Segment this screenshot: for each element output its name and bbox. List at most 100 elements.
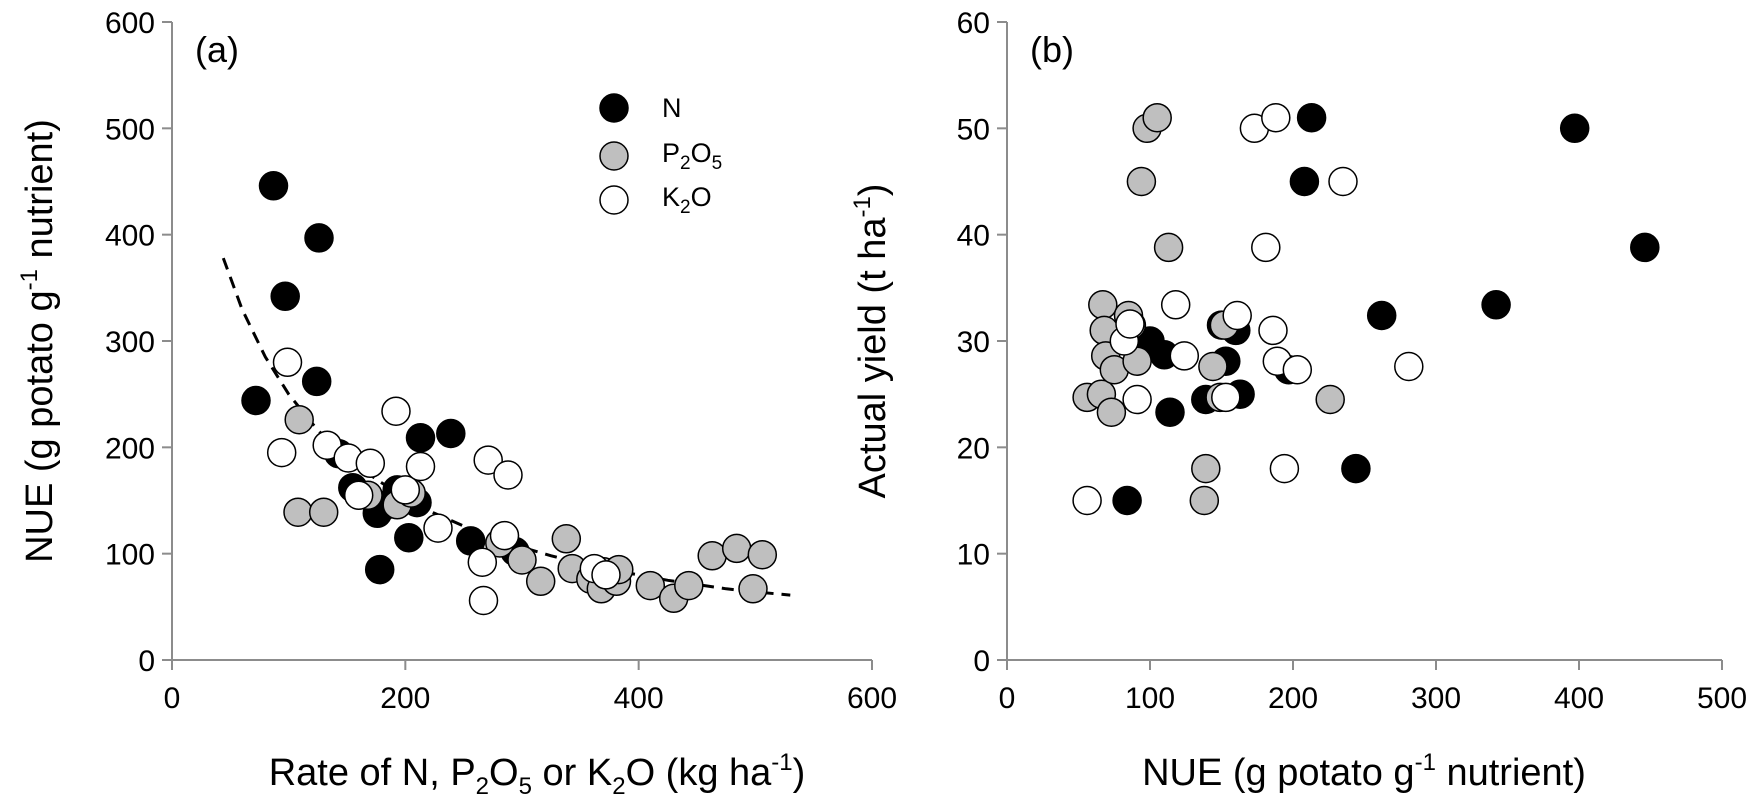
panel-b-point-k2o — [1258, 315, 1288, 346]
panel-a-point-p2o5 — [674, 570, 704, 601]
panel-a-point-n — [258, 171, 289, 201]
panel-a-point-p2o5 — [738, 574, 768, 604]
panel-b-point-n — [1366, 300, 1397, 331]
panel-a-point-n — [241, 385, 271, 416]
panel-b-y-tick-label: 50 — [957, 113, 990, 146]
panel-b-point-p2o5 — [1096, 397, 1127, 427]
panel-a-point-k2o — [272, 347, 303, 378]
panel-b-point-k2o — [1211, 382, 1241, 413]
panel-b-point-p2o5 — [1191, 453, 1221, 484]
panel-b-x-tick-label: 200 — [1268, 682, 1318, 715]
legend-marker-n — [599, 93, 629, 123]
panel-a-point-n — [364, 554, 395, 585]
panel-b-data-points — [1072, 102, 1660, 516]
panel-a-point-n — [394, 522, 424, 553]
panel-b-point-n — [1341, 453, 1371, 484]
panel-a-point-p2o5 — [697, 541, 727, 571]
panel-a-point-k2o — [390, 475, 421, 505]
panel-b-point-k2o — [1269, 453, 1300, 484]
panel-b-y-tick-label: 0 — [973, 645, 990, 678]
panel-a-point-p2o5 — [721, 533, 752, 564]
panel-b-point-p2o5 — [1142, 102, 1172, 133]
panel-a-point-k2o — [468, 585, 499, 616]
panel-a-point-k2o — [591, 560, 621, 590]
panel-a-x-tick-label: 0 — [164, 682, 181, 715]
legend-marker-p2o5 — [599, 141, 629, 171]
panel-a-point-n — [405, 423, 436, 453]
panel-b-point-k2o — [1072, 485, 1102, 516]
panel-a-point-n — [270, 281, 300, 312]
panel-b-y-tick-label: 40 — [957, 220, 990, 253]
panel-a-y-tick-label: 300 — [105, 326, 155, 359]
panel-a-chart: 0 100 200 300 400 500 600 0 200 400 600 (a) NUE (… — [16, 7, 897, 798]
panel-b-point-p2o5 — [1189, 485, 1220, 516]
panel-b-point-n — [1155, 397, 1185, 427]
panel-b-point-k2o — [1160, 290, 1191, 320]
panel-b-x-tick-label: 300 — [1411, 682, 1461, 715]
panel-a-point-n — [301, 366, 332, 397]
panel-b-y-ticks: 0 10 20 30 40 50 60 — [957, 7, 1007, 678]
panel-b-chart: 0 10 20 30 40 50 60 0 100 200 300 400 500 (b) Actua… — [849, 7, 1747, 794]
panel-b-point-k2o — [1251, 232, 1281, 263]
panel-b-point-k2o — [1328, 166, 1358, 197]
panel-b-point-n — [1630, 232, 1660, 263]
panel-a-label: (a) — [195, 29, 239, 70]
panel-a-y-ticks: 0 100 200 300 400 500 600 — [105, 7, 172, 678]
panel-a-point-p2o5 — [551, 524, 582, 554]
panel-b-x-ticks: 0 100 200 300 400 500 — [999, 660, 1747, 715]
panel-b-point-k2o — [1394, 351, 1424, 382]
panel-a-point-k2o — [343, 480, 374, 510]
panel-a-y-tick-label: 200 — [105, 432, 155, 465]
panel-a-point-k2o — [423, 513, 453, 543]
panel-b-point-k2o — [1169, 341, 1200, 371]
panel-a-x-ticks: 0 200 400 600 — [164, 660, 897, 715]
panel-b-point-k2o — [1261, 102, 1291, 133]
panel-b-y-tick-label: 30 — [957, 326, 990, 359]
legend-label-p2o5: P2O5 — [662, 138, 722, 174]
panel-a-point-p2o5 — [284, 404, 314, 435]
panel-a-y-tick-label: 400 — [105, 220, 155, 253]
panel-b-point-n — [1289, 166, 1320, 197]
legend-label-k2o: K2O — [662, 182, 712, 218]
panel-b-x-axis-title: NUE (g potato g-1 nutrient) — [1142, 749, 1586, 794]
panel-b-x-tick-label: 500 — [1697, 682, 1747, 715]
panel-a-point-k2o — [355, 448, 386, 479]
panel-b-point-p2o5 — [1153, 232, 1184, 263]
panel-a-point-n — [436, 418, 466, 449]
panel-a-point-p2o5 — [747, 539, 778, 570]
panel-a-point-p2o5 — [308, 497, 339, 527]
panel-b-point-k2o — [1222, 300, 1252, 331]
panel-b-y-tick-label: 20 — [957, 432, 990, 465]
panel-a-point-k2o — [405, 451, 436, 482]
panel-a-y-tick-label: 600 — [105, 7, 155, 40]
panel-a-point-k2o — [489, 520, 520, 551]
panel-b-y-tick-label: 60 — [957, 7, 990, 40]
panel-b-y-tick-label: 10 — [957, 539, 990, 572]
panel-b-point-p2o5 — [1315, 384, 1345, 415]
panel-b-point-n — [1112, 485, 1142, 516]
panel-a-point-k2o — [493, 460, 523, 490]
legend-label-n: N — [662, 93, 682, 123]
panel-b-point-k2o — [1115, 309, 1145, 339]
panel-b-point-p2o5 — [1126, 166, 1157, 197]
panel-a-x-tick-label: 600 — [847, 682, 897, 715]
panel-b-x-tick-label: 100 — [1125, 682, 1175, 715]
panel-a-x-axis-title: Rate of N, P2O5 or K2O (kg ha-1) — [269, 749, 806, 798]
panel-a-y-tick-label: 100 — [105, 539, 155, 572]
panel-b-x-tick-label: 400 — [1554, 682, 1604, 715]
panel-a-data-points — [241, 171, 778, 616]
panel-a-point-k2o — [266, 437, 297, 468]
panel-a-y-axis-title: NUE (g potato g-1 nutrient) — [16, 119, 61, 563]
panel-b-point-n — [1481, 290, 1511, 320]
panel-a-x-tick-label: 200 — [380, 682, 430, 715]
panel-b-label: (b) — [1030, 29, 1074, 70]
panel-b-point-k2o — [1282, 354, 1313, 385]
panel-b-point-p2o5 — [1088, 290, 1118, 320]
panel-a-y-tick-label: 0 — [138, 645, 155, 678]
panel-a-legend: N P2O5 K2O — [599, 93, 722, 218]
panel-b-point-n — [1559, 113, 1590, 144]
panel-b-y-axis-title: Actual yield (t ha-1) — [849, 184, 894, 499]
panel-a-point-k2o — [473, 445, 503, 475]
panel-a-point-p2o5 — [525, 566, 556, 597]
